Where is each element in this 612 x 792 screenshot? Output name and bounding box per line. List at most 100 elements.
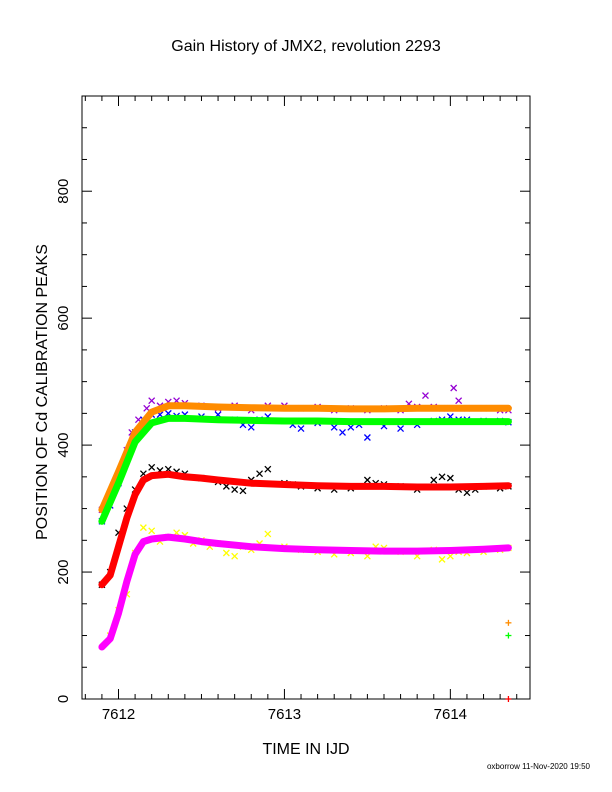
fit-band xyxy=(98,402,512,514)
data-point-plus xyxy=(480,483,487,490)
data-point-plus xyxy=(447,483,454,490)
data-point-plus xyxy=(414,548,421,555)
data-point-plus xyxy=(198,475,205,482)
data-point-plus xyxy=(248,417,255,424)
y-tick-label: 200 xyxy=(55,560,72,585)
data-point-x xyxy=(446,552,454,560)
data-point-plus xyxy=(165,534,172,541)
data-point-x xyxy=(148,527,156,535)
data-point-plus xyxy=(248,543,255,550)
data-point-plus xyxy=(215,540,222,547)
data-point-plus xyxy=(123,515,130,522)
data-point-plus xyxy=(140,538,147,545)
data-point-plus xyxy=(215,404,222,411)
data-point-plus xyxy=(505,696,512,702)
data-point-plus xyxy=(148,419,155,426)
data-point-plus xyxy=(181,415,188,422)
data-point-plus xyxy=(98,518,105,525)
series-10-single xyxy=(505,696,512,702)
data-point-plus xyxy=(115,543,122,550)
data-point-plus xyxy=(347,418,354,425)
data-point-plus xyxy=(132,551,139,558)
data-point-plus xyxy=(115,610,122,617)
data-point-x xyxy=(438,555,446,563)
data-point-plus xyxy=(281,545,288,552)
data-point-plus xyxy=(347,547,354,554)
data-point-plus xyxy=(314,546,321,553)
data-point-x xyxy=(422,392,429,400)
data-point-plus xyxy=(281,405,288,412)
series-5-fit xyxy=(98,414,512,525)
data-point-plus xyxy=(447,405,454,412)
data-point-plus xyxy=(380,405,387,412)
axis-ticks: 7612 7613 7614 0 200 400 600 800 xyxy=(55,96,530,723)
footer-credit: oxborrow 11-Nov-2020 19:50 xyxy=(487,762,591,771)
chart-title: Gain History of JMX2, revolution 2293 xyxy=(171,38,441,55)
data-point-x xyxy=(231,486,239,493)
plot-frame xyxy=(81,95,531,700)
x-tick-label: 7613 xyxy=(268,706,301,723)
data-point-plus xyxy=(107,572,114,579)
data-point-x xyxy=(438,473,446,481)
data-point-plus xyxy=(248,480,255,487)
data-point-plus xyxy=(115,480,122,487)
data-point-x xyxy=(450,384,458,392)
y-tick-label: 400 xyxy=(55,433,72,458)
data-point-plus xyxy=(447,547,454,554)
data-point-x xyxy=(148,463,156,471)
data-point-x xyxy=(430,476,438,484)
data-point-plus xyxy=(148,409,155,416)
data-point-plus xyxy=(148,472,155,479)
data-point-plus xyxy=(132,438,139,445)
data-point-x xyxy=(148,397,156,405)
data-point-x xyxy=(256,470,264,478)
x-axis-label: TIME IN IJD xyxy=(262,741,349,758)
data-point-x xyxy=(339,428,346,436)
data-point-plus xyxy=(347,405,354,412)
data-point-plus xyxy=(505,544,512,551)
data-point-plus xyxy=(165,415,172,422)
series-3-measured xyxy=(106,524,512,639)
data-point-plus xyxy=(215,477,222,484)
data-point-plus xyxy=(505,418,512,425)
series-6-fit xyxy=(98,470,512,589)
data-point-plus xyxy=(314,405,321,412)
y-tick-label: 600 xyxy=(55,306,72,331)
data-point-plus xyxy=(505,632,512,639)
data-point-plus xyxy=(98,643,105,650)
data-point-plus xyxy=(380,548,387,555)
data-point-plus xyxy=(505,482,512,489)
series-4-fit xyxy=(98,402,512,514)
data-point-plus xyxy=(198,538,205,545)
data-marks xyxy=(98,384,512,702)
data-point-x xyxy=(463,489,471,497)
series-8-single xyxy=(505,619,512,626)
data-point-plus xyxy=(132,491,139,498)
data-point-plus xyxy=(480,418,487,425)
data-point-plus xyxy=(505,405,512,412)
data-point-plus xyxy=(181,473,188,480)
data-point-plus xyxy=(107,635,114,642)
data-point-plus xyxy=(480,405,487,412)
y-axis-label: POSITION OF Cd CALIBRATION PEAKS xyxy=(34,244,51,540)
data-point-plus xyxy=(314,482,321,489)
data-point-x xyxy=(247,423,255,431)
fit-band xyxy=(98,470,512,589)
data-point-plus xyxy=(165,402,172,409)
data-point-plus xyxy=(98,581,105,588)
fit-band xyxy=(98,533,512,651)
data-point-x xyxy=(239,487,247,495)
data-point-plus xyxy=(380,418,387,425)
data-point-plus xyxy=(181,402,188,409)
data-point-plus xyxy=(181,536,188,543)
data-point-plus xyxy=(380,483,387,490)
series-1-measured xyxy=(98,409,512,525)
data-point-x xyxy=(446,474,454,482)
data-point-x xyxy=(397,425,405,433)
series-0-measured xyxy=(98,384,512,514)
data-point-x xyxy=(297,425,305,433)
data-point-plus xyxy=(505,619,512,626)
data-point-plus xyxy=(414,418,421,425)
data-point-plus xyxy=(165,471,172,478)
